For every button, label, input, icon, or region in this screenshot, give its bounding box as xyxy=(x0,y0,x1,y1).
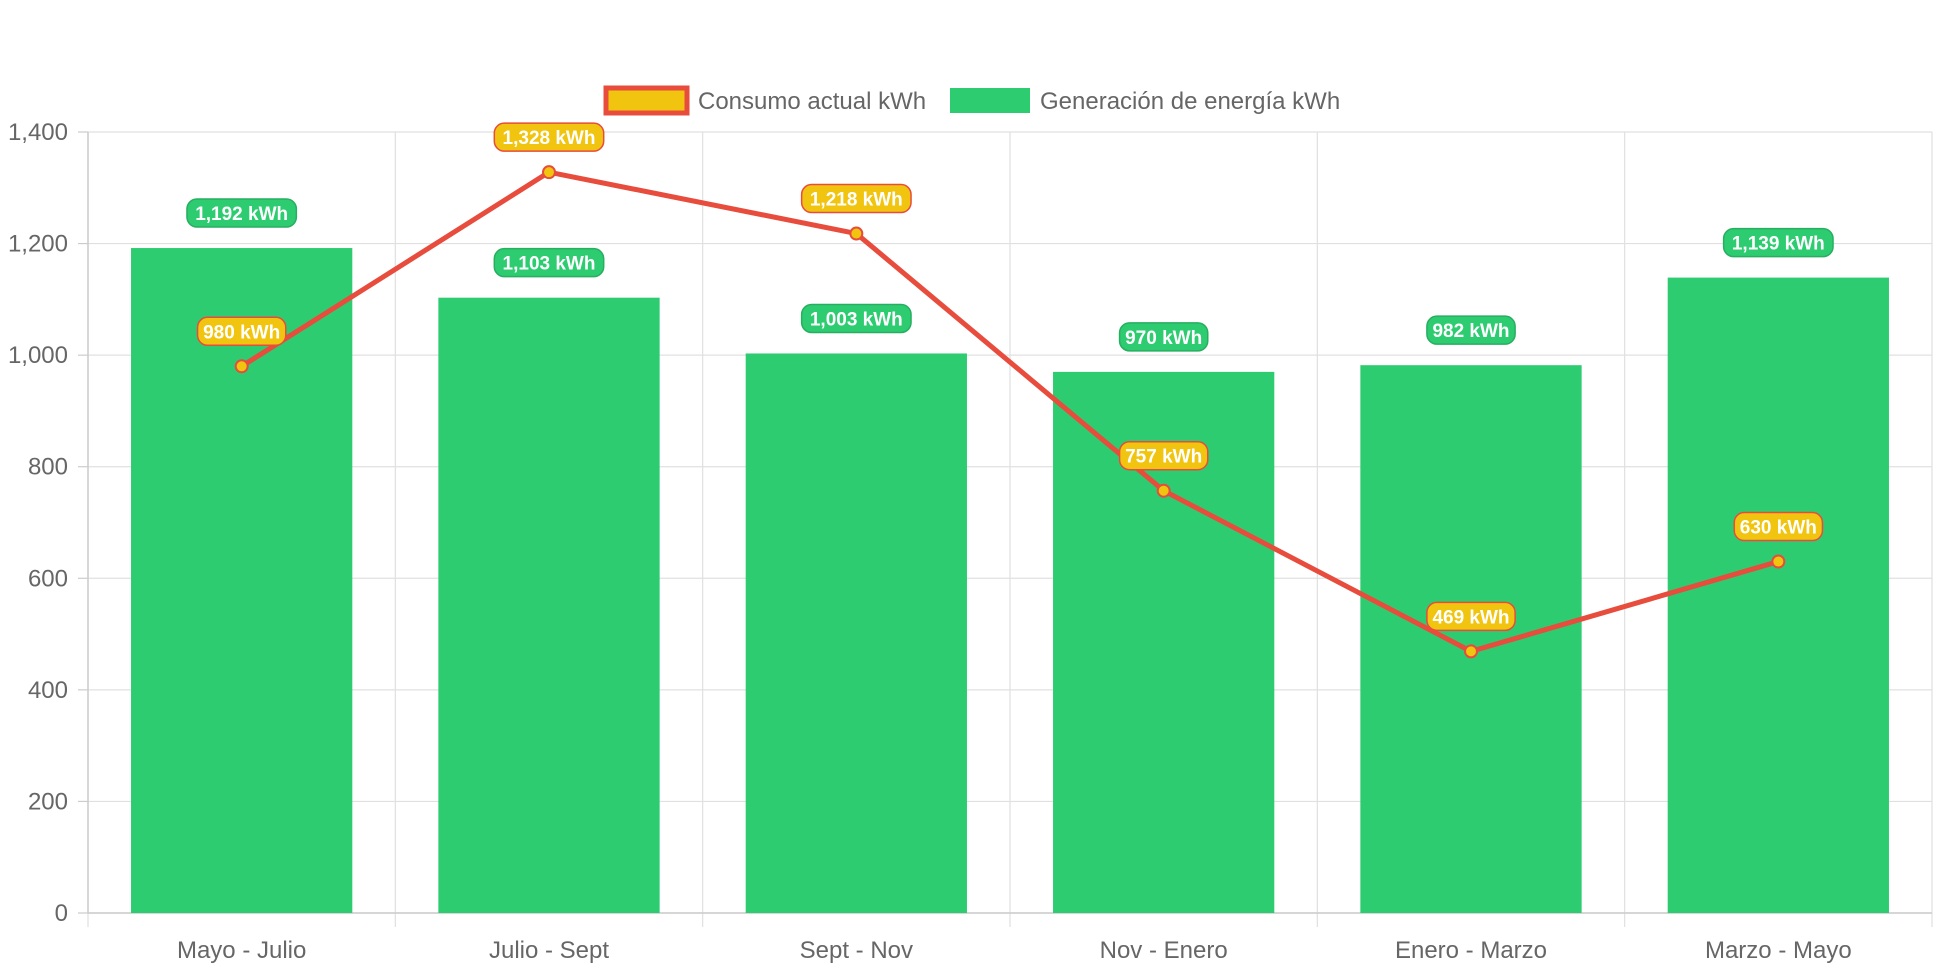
data-labels: 1,192 kWh 1,103 kWh 1,003 kWh 970 kWh 982 kW… xyxy=(186,122,1834,632)
consumption-data-label-text: 757 kWh xyxy=(1125,447,1202,468)
axes: 0 200 400 600 800 1,000 1,200 1,400 Mayo - Julio… xyxy=(8,119,1932,964)
grid-lines xyxy=(87,131,1933,927)
consumption-data-label-bg xyxy=(1426,601,1516,632)
consumption-data-label-text: 469 kWh xyxy=(1432,607,1509,628)
consumption-data-label-text: 630 kWh xyxy=(1740,518,1817,539)
x-tick-label: Enero - Marzo xyxy=(1395,937,1547,964)
consumption-point xyxy=(542,165,556,180)
consumption-data-label: 630 kWh xyxy=(1733,511,1824,542)
y-tick-label: 1,400 xyxy=(8,119,68,146)
legend-label-consumo: Consumo actual kWh xyxy=(698,88,926,115)
generation-data-label-text: 1,003 kWh xyxy=(810,309,903,330)
consumption-point xyxy=(1464,644,1478,659)
generation-data-label-bg xyxy=(1426,315,1516,345)
generation-data-label-text: 1,139 kWh xyxy=(1732,234,1825,255)
x-tick-label: Nov - Enero xyxy=(1100,937,1228,964)
consumption-point xyxy=(1156,483,1171,498)
x-tick-label: Sept - Nov xyxy=(800,937,913,964)
consumption-data-label: 1,218 kWh xyxy=(800,183,912,214)
legend-label-generacion: Generación de energía kWh xyxy=(1040,88,1340,115)
generation-bar xyxy=(1360,365,1582,913)
generation-data-label-bg xyxy=(1118,322,1209,352)
generation-data-label: 982 kWh xyxy=(1426,315,1516,345)
generation-bar xyxy=(131,248,353,913)
y-tick-label: 800 xyxy=(28,454,68,481)
generation-data-label: 1,103 kWh xyxy=(493,247,605,278)
consumption-data-label-bg xyxy=(493,122,605,152)
consumption-data-label-text: 980 kWh xyxy=(203,322,280,343)
consumption-point xyxy=(849,226,864,241)
consumption-data-label-bg xyxy=(800,183,912,214)
generation-data-label-text: 1,192 kWh xyxy=(195,204,288,225)
generation-data-label: 970 kWh xyxy=(1118,322,1209,352)
consumption-data-label-text: 1,328 kWh xyxy=(503,128,596,149)
legend-swatch-consumo xyxy=(603,85,690,116)
generation-data-label-text: 1,103 kWh xyxy=(503,254,596,275)
y-tick-label: 0 xyxy=(55,900,68,927)
consumption-data-label-bg xyxy=(1733,511,1824,542)
generation-data-label-text: 982 kWh xyxy=(1432,321,1509,342)
consumption-data-label: 757 kWh xyxy=(1118,440,1209,471)
consumption-data-label: 1,328 kWh xyxy=(493,122,605,152)
generation-data-label-bg xyxy=(186,198,298,228)
consumption-data-label-bg xyxy=(1118,440,1209,471)
y-tick-label: 1,200 xyxy=(8,231,68,258)
legend-item-consumo: Consumo actual kWh xyxy=(603,85,926,116)
consumption-data-label: 469 kWh xyxy=(1426,601,1516,632)
generation-data-label-bg xyxy=(800,303,912,334)
line-series xyxy=(234,165,1786,659)
consumption-point xyxy=(234,359,249,374)
bar-series xyxy=(131,248,1889,914)
generation-data-label: 1,139 kWh xyxy=(1722,227,1834,258)
consumption-data-label-bg xyxy=(196,316,287,347)
generation-bar xyxy=(745,353,967,913)
generation-data-label-bg xyxy=(493,247,605,278)
generation-data-label-text: 970 kWh xyxy=(1125,328,1202,349)
legend-swatch-generacion xyxy=(950,88,1030,113)
generation-data-label-bg xyxy=(1722,227,1834,258)
legend: Consumo actual kWh Generación de energía … xyxy=(603,85,1340,116)
x-tick-label: Mayo - Julio xyxy=(177,937,306,964)
generation-bar xyxy=(438,297,660,913)
x-tick-label: Julio - Sept xyxy=(489,937,609,964)
y-tick-label: 400 xyxy=(28,677,68,704)
generation-bar xyxy=(1667,277,1889,913)
legend-item-generacion: Generación de energía kWh xyxy=(950,88,1340,115)
y-tick-label: 600 xyxy=(28,565,68,592)
y-tick-label: 200 xyxy=(28,788,68,815)
consumption-data-label-text: 1,218 kWh xyxy=(810,190,903,211)
generation-data-label: 1,192 kWh xyxy=(186,198,298,228)
consumption-data-label: 980 kWh xyxy=(196,316,287,347)
consumption-point xyxy=(1771,554,1786,569)
x-tick-label: Marzo - Mayo xyxy=(1705,937,1852,964)
y-tick-label: 1,000 xyxy=(8,342,68,369)
generation-data-label: 1,003 kWh xyxy=(800,303,912,334)
consumption-line xyxy=(240,169,1780,654)
